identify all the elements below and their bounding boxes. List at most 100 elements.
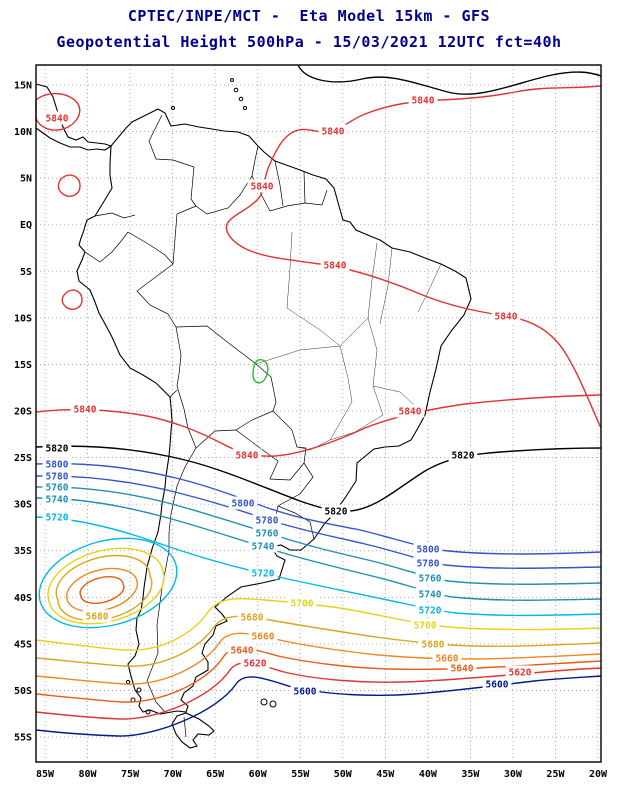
contour-line-5640 bbox=[79, 576, 125, 604]
contour-label-halo bbox=[252, 526, 282, 540]
state-border bbox=[367, 242, 378, 319]
contour-label-5600: 5600 bbox=[486, 680, 509, 691]
x-axis-label: 30W bbox=[504, 769, 523, 780]
y-axis-label: 25S bbox=[14, 453, 32, 464]
y-axis-label: 10S bbox=[14, 313, 32, 324]
contour-label-5840: 5840 bbox=[495, 312, 518, 323]
contour-line-5860 bbox=[252, 359, 269, 384]
x-axis-label: 35W bbox=[461, 769, 480, 780]
country-border bbox=[195, 175, 253, 215]
contour-line-5680 bbox=[35, 615, 602, 667]
contour-label-5840: 5840 bbox=[322, 127, 345, 138]
contour-line-5760 bbox=[35, 486, 602, 585]
island bbox=[260, 698, 268, 706]
island bbox=[242, 105, 248, 111]
contour-line-5820 bbox=[35, 445, 602, 512]
contour-label-5720: 5720 bbox=[46, 513, 69, 524]
chart-title-line1: CPTEC/INPE/MCT - Eta Model 15km - GFS bbox=[127, 7, 491, 25]
y-axis-label: 55S bbox=[14, 733, 32, 744]
contour-label-halo bbox=[227, 643, 257, 657]
state-border bbox=[329, 345, 353, 441]
country-border bbox=[175, 325, 277, 412]
contour-label-5760: 5760 bbox=[256, 529, 279, 540]
x-axis-label: 75W bbox=[121, 769, 140, 780]
island bbox=[238, 96, 244, 102]
contour-label-halo bbox=[42, 469, 72, 483]
y-axis-label: 40S bbox=[14, 593, 32, 604]
y-axis-label: 30S bbox=[14, 500, 32, 511]
contour-label-halo bbox=[415, 571, 445, 585]
south-america-coastline bbox=[76, 108, 472, 715]
x-axis-label: 20W bbox=[589, 769, 608, 780]
contour-label-halo bbox=[252, 513, 282, 527]
contour-label-5760: 5760 bbox=[46, 483, 69, 494]
island bbox=[171, 106, 175, 110]
country-border bbox=[148, 114, 197, 207]
contour-label-5840: 5840 bbox=[412, 96, 435, 107]
y-axis-label: 15S bbox=[14, 360, 32, 371]
contour-line-5840 bbox=[57, 174, 81, 197]
state-border bbox=[286, 231, 293, 309]
contour-label-halo bbox=[415, 603, 445, 617]
contour-label-halo bbox=[320, 258, 350, 272]
contour-label-halo bbox=[415, 587, 445, 601]
contour-label-5800: 5800 bbox=[417, 545, 440, 556]
contour-label-halo bbox=[237, 610, 267, 624]
y-axis-label: 20S bbox=[14, 407, 32, 418]
contour-label-5660: 5660 bbox=[436, 654, 459, 665]
contour-label-halo bbox=[42, 441, 72, 455]
chart-title-line2: Geopotential Height 500hPa - 15/03/2021 … bbox=[56, 33, 562, 51]
contour-label-5820: 5820 bbox=[452, 451, 475, 462]
contour-label-5800: 5800 bbox=[232, 499, 255, 510]
contour-line-5840 bbox=[225, 85, 602, 429]
country-border bbox=[277, 505, 315, 540]
contour-label-halo bbox=[42, 510, 72, 524]
contour-label-halo bbox=[290, 684, 320, 698]
contour-label-5720: 5720 bbox=[252, 569, 275, 580]
x-axis-label: 40W bbox=[419, 769, 438, 780]
contour-label-halo bbox=[505, 665, 535, 679]
contour-label-5680: 5680 bbox=[241, 613, 264, 624]
y-axis-label: 35S bbox=[14, 546, 32, 557]
contour-line-5880 bbox=[297, 64, 602, 95]
x-axis-label: 65W bbox=[206, 769, 225, 780]
country-border bbox=[175, 326, 182, 387]
country-border bbox=[169, 389, 178, 398]
contour-label-5840: 5840 bbox=[46, 114, 69, 125]
y-axis-label: 5N bbox=[20, 174, 32, 185]
contour-label-5840: 5840 bbox=[236, 451, 259, 462]
state-border bbox=[286, 307, 341, 347]
contour-label-5680: 5680 bbox=[86, 612, 109, 623]
island bbox=[136, 687, 142, 693]
x-axis-label: 50W bbox=[334, 769, 353, 780]
contour-line-5840 bbox=[35, 394, 602, 457]
contour-label-halo bbox=[42, 492, 72, 506]
state-border bbox=[255, 317, 369, 365]
state-border bbox=[367, 317, 378, 387]
contour-line-5720 bbox=[38, 537, 178, 629]
x-axis-label: 80W bbox=[79, 769, 98, 780]
contour-label-5780: 5780 bbox=[46, 472, 69, 483]
contour-line-5660 bbox=[66, 567, 138, 613]
contour-line-5800 bbox=[35, 462, 602, 555]
x-axis-label: 70W bbox=[164, 769, 183, 780]
contour-label-halo bbox=[482, 677, 512, 691]
contour-label-halo bbox=[447, 661, 477, 675]
contour-label-5780: 5780 bbox=[256, 516, 279, 527]
island bbox=[233, 87, 239, 93]
contour-line-5700 bbox=[47, 547, 165, 625]
state-border bbox=[379, 247, 393, 325]
state-border bbox=[296, 439, 331, 451]
contour-line-5700 bbox=[35, 597, 602, 651]
contour-label-halo bbox=[413, 556, 443, 570]
contour-label-halo bbox=[287, 596, 317, 610]
contour-label-halo bbox=[413, 542, 443, 556]
contour-line-5840 bbox=[35, 93, 81, 131]
y-axis-label: 10N bbox=[14, 127, 32, 138]
x-axis-label: 60W bbox=[249, 769, 268, 780]
contour-label-5640: 5640 bbox=[451, 664, 474, 675]
island bbox=[145, 709, 151, 715]
contour-label-halo bbox=[318, 124, 348, 138]
contour-label-halo bbox=[232, 448, 262, 462]
contour-label-halo bbox=[42, 480, 72, 494]
